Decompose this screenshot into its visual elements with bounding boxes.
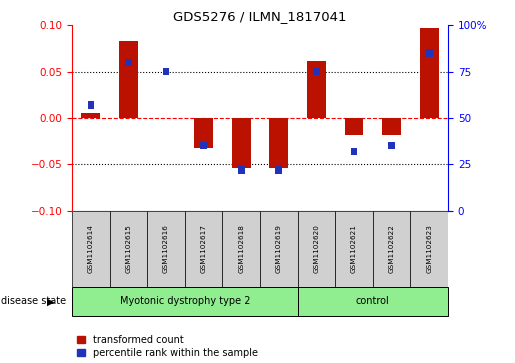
Text: control: control — [356, 296, 390, 306]
Text: GSM1102614: GSM1102614 — [88, 224, 94, 273]
Bar — [110, 211, 147, 287]
Bar — [410, 211, 448, 287]
Bar — [222, 211, 260, 287]
Bar — [345, 118, 364, 135]
Bar — [147, 211, 185, 287]
Text: GSM1102616: GSM1102616 — [163, 224, 169, 273]
Bar — [238, 166, 245, 174]
Text: GSM1102622: GSM1102622 — [389, 224, 394, 273]
Bar — [81, 113, 100, 118]
Text: GSM1102623: GSM1102623 — [426, 224, 432, 273]
Text: GSM1102619: GSM1102619 — [276, 224, 282, 273]
Text: GSM1102620: GSM1102620 — [314, 224, 319, 273]
Bar — [88, 101, 94, 109]
Bar — [72, 287, 298, 316]
Bar — [373, 211, 410, 287]
Bar — [163, 68, 169, 76]
Bar — [420, 28, 439, 118]
Bar — [269, 118, 288, 168]
Text: GSM1102618: GSM1102618 — [238, 224, 244, 273]
Text: GSM1102615: GSM1102615 — [126, 224, 131, 273]
Bar — [185, 211, 222, 287]
Bar — [382, 118, 401, 135]
Text: disease state: disease state — [1, 296, 65, 306]
Bar — [298, 287, 448, 316]
Bar — [298, 211, 335, 287]
Text: GSM1102617: GSM1102617 — [201, 224, 207, 273]
Text: GSM1102621: GSM1102621 — [351, 224, 357, 273]
Bar — [351, 148, 357, 155]
Bar — [335, 211, 373, 287]
Bar — [388, 142, 395, 150]
Bar — [194, 118, 213, 148]
Bar — [260, 211, 298, 287]
Bar — [72, 211, 110, 287]
Bar — [426, 49, 433, 57]
Bar — [125, 59, 132, 66]
Bar — [313, 68, 320, 76]
Bar — [200, 142, 207, 150]
Bar — [276, 166, 282, 174]
Legend: transformed count, percentile rank within the sample: transformed count, percentile rank withi… — [77, 335, 258, 358]
Bar — [119, 41, 138, 118]
Text: Myotonic dystrophy type 2: Myotonic dystrophy type 2 — [119, 296, 250, 306]
Title: GDS5276 / ILMN_1817041: GDS5276 / ILMN_1817041 — [174, 10, 347, 23]
Bar — [232, 118, 251, 168]
Text: ▶: ▶ — [47, 296, 55, 306]
Bar — [307, 61, 326, 118]
